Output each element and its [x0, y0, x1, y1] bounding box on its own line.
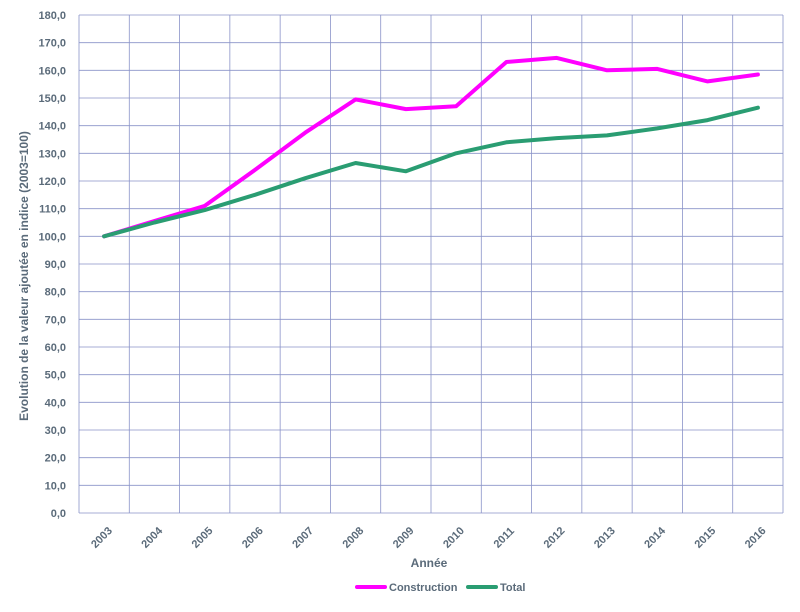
y-tick-label: 0,0 — [51, 508, 66, 520]
data-point — [705, 79, 710, 83]
y-axis-title: Evolution de la valeur ajoutée en indice… — [17, 131, 31, 421]
y-tick-label: 90,0 — [45, 259, 66, 271]
data-point — [203, 208, 207, 212]
data-point — [353, 97, 358, 101]
data-point — [655, 126, 659, 131]
legend-label: Total — [500, 582, 525, 594]
y-tick-label: 140,0 — [38, 121, 66, 133]
data-point — [555, 136, 559, 140]
data-point — [605, 68, 609, 72]
data-point — [303, 130, 307, 135]
y-tick-label: 50,0 — [45, 370, 66, 382]
data-point — [555, 56, 559, 60]
data-point — [203, 204, 207, 208]
y-tick-label: 160,0 — [38, 65, 66, 77]
y-tick-label: 180,0 — [38, 10, 66, 22]
series-lines — [102, 55, 760, 239]
y-tick-label: 70,0 — [45, 314, 66, 326]
data-point — [655, 67, 659, 71]
y-tick-label: 150,0 — [38, 93, 66, 105]
data-point — [404, 169, 408, 173]
legend-label: Construction — [389, 582, 458, 594]
data-point — [253, 168, 257, 172]
y-tick-label: 10,0 — [45, 480, 66, 492]
y-tick-label: 60,0 — [45, 342, 66, 354]
y-tick-label: 40,0 — [45, 397, 66, 409]
y-tick-label: 170,0 — [38, 38, 66, 50]
data-point — [152, 220, 157, 225]
series-line — [102, 55, 760, 239]
data-point — [756, 72, 760, 77]
y-tick-label: 110,0 — [39, 204, 66, 216]
y-tick-label: 130,0 — [38, 148, 66, 160]
data-point — [504, 60, 509, 64]
y-axis-tick-labels: 0,0 10,0 20,0 30,0 40,0 50,0 60,0 70,0 80,0 90,0 1… — [38, 10, 66, 520]
data-point — [504, 140, 509, 144]
y-tick-label: 20,0 — [45, 453, 66, 465]
data-point — [253, 193, 257, 197]
data-point — [404, 107, 408, 111]
series-line — [102, 105, 760, 239]
data-point — [605, 133, 609, 137]
y-tick-label: 30,0 — [45, 425, 66, 437]
data-point — [756, 106, 760, 110]
data-point — [303, 176, 307, 180]
data-point — [705, 118, 710, 122]
y-tick-label: 120,0 — [38, 176, 66, 188]
data-point — [353, 161, 358, 165]
data-point — [454, 151, 458, 155]
y-tick-label: 100,0 — [38, 231, 66, 243]
data-point — [454, 104, 458, 108]
x-axis-title: Année — [411, 556, 448, 570]
legend: Construction Total — [355, 582, 525, 594]
y-tick-label: 80,0 — [45, 287, 66, 299]
data-point — [102, 234, 106, 238]
